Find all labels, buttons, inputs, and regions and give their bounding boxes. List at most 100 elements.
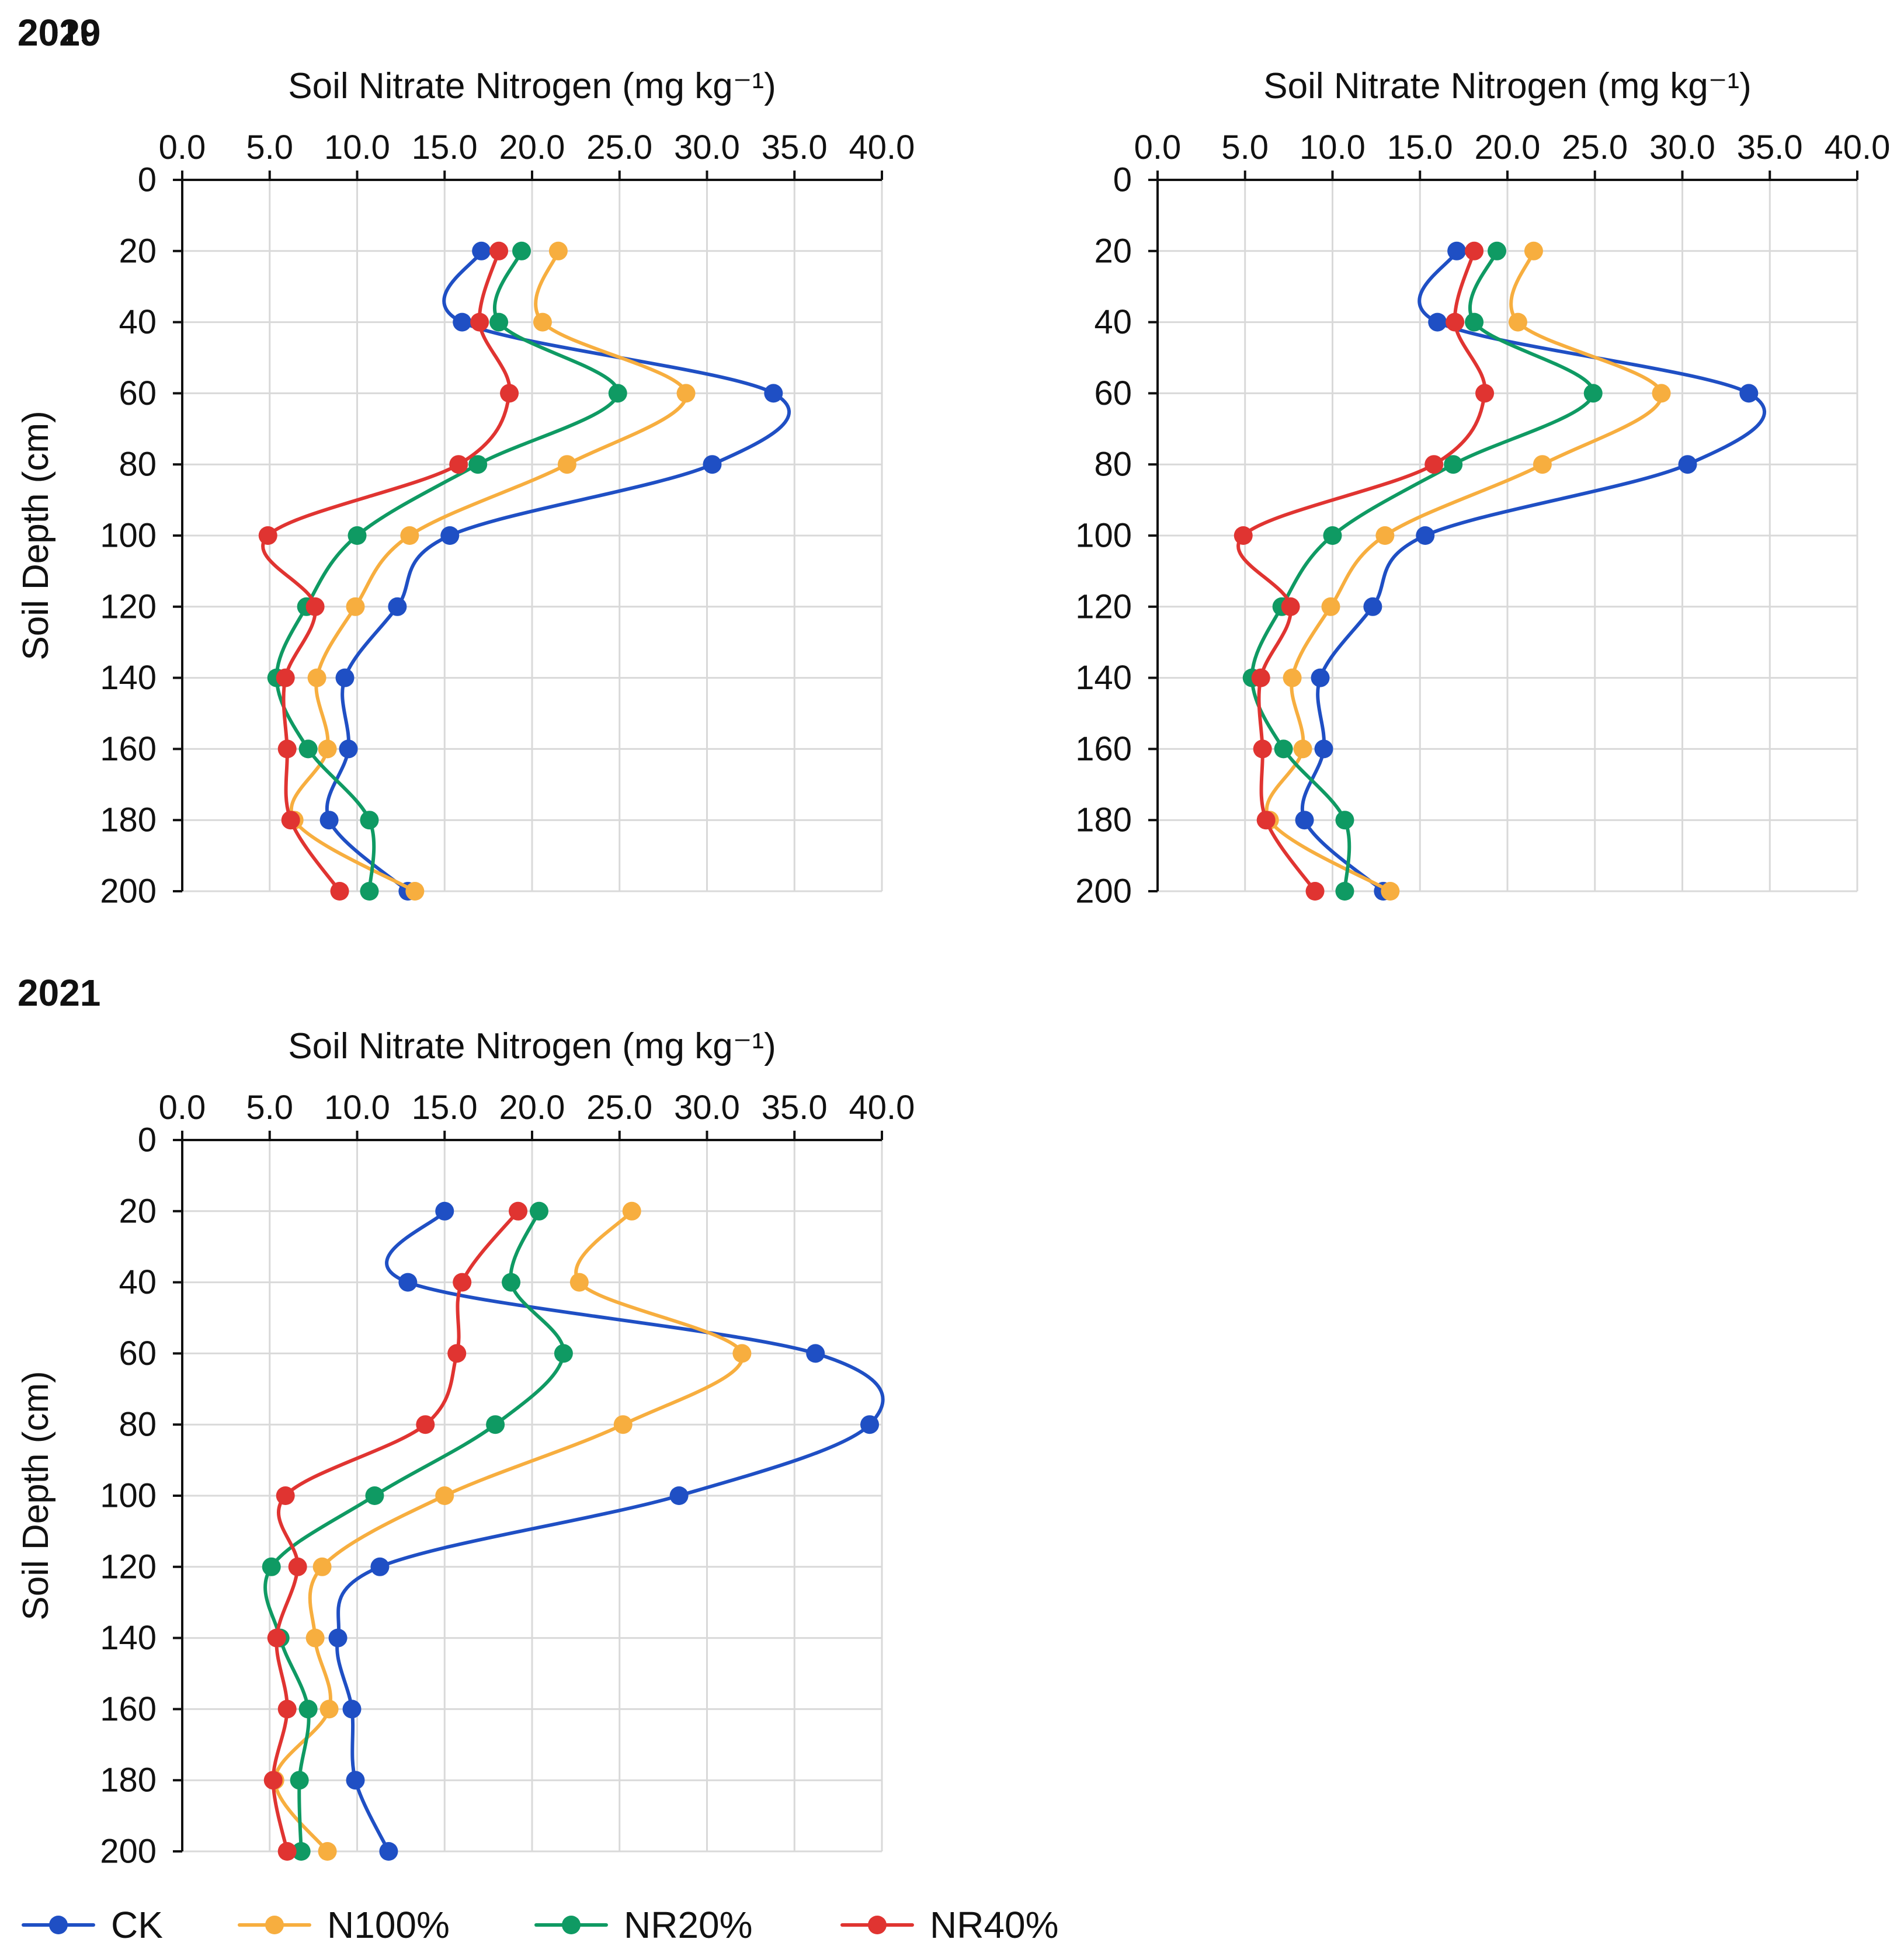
data-point (277, 739, 297, 759)
y-tick-label: 160 (100, 730, 157, 768)
series-N100% (1260, 241, 1671, 901)
data-point (1447, 241, 1467, 260)
y-tick-label: 20 (119, 232, 157, 270)
data-point (1293, 739, 1312, 759)
data-point (398, 1273, 418, 1292)
x-tick-label: 5.0 (246, 128, 293, 166)
y-tick-label: 140 (100, 659, 157, 697)
y-tick-label: 200 (100, 1833, 157, 1871)
data-point (1524, 241, 1543, 260)
panel-title: 2019 (18, 12, 100, 54)
data-point (1256, 811, 1276, 830)
data-point (298, 739, 318, 759)
data-point (1488, 241, 1507, 260)
data-point (1281, 597, 1300, 616)
data-point (339, 739, 358, 759)
series-line (1300, 249, 1766, 893)
y-tick-label: 20 (1094, 232, 1132, 270)
x-tick-label: 40.0 (1825, 128, 1891, 166)
data-point (288, 1557, 307, 1576)
data-point (548, 241, 568, 260)
y-axis-title: Soil Depth (cm) (16, 411, 56, 660)
legend: CK N100% NR20% NR40% (22, 1904, 1059, 1946)
data-point (1335, 882, 1354, 901)
chart-panel-2021: 2021 Soil Nitrate Nitrogen (mg kg⁻¹) Soil … (16, 972, 915, 1871)
data-point (400, 526, 419, 545)
data-point (360, 811, 379, 830)
legend-label: CK (111, 1904, 163, 1946)
x-tick-label: 35.0 (1737, 128, 1803, 166)
data-point (267, 1628, 286, 1648)
data-point (1321, 597, 1340, 616)
data-point (1465, 312, 1484, 332)
data-point (1446, 312, 1465, 332)
y-tick-label: 180 (1075, 801, 1132, 839)
data-point (342, 1700, 362, 1719)
data-point (405, 882, 425, 901)
legend-item-NR20%: NR20% (534, 1904, 753, 1946)
data-point (1305, 882, 1325, 901)
x-tick-label: 0.0 (159, 128, 206, 166)
data-point (489, 312, 509, 332)
data-point (489, 241, 509, 260)
data-point (613, 1415, 633, 1434)
y-tick-label: 160 (100, 1690, 157, 1728)
y-tick-label: 80 (119, 1406, 157, 1444)
data-point (453, 312, 472, 332)
legend-item-CK: CK (22, 1904, 163, 1946)
y-axis-title: Soil Depth (cm) (16, 1371, 56, 1620)
x-tick-label: 30.0 (1649, 128, 1715, 166)
y-tick-label: 60 (119, 1335, 157, 1372)
data-point (348, 526, 367, 545)
data-point (1652, 384, 1671, 403)
y-tick-label: 60 (119, 374, 157, 412)
data-point (1533, 455, 1552, 474)
x-tick-label: 5.0 (1221, 128, 1269, 166)
data-point (486, 1415, 505, 1434)
y-tick-label: 60 (1094, 374, 1132, 412)
x-tick-label: 5.0 (246, 1089, 293, 1127)
x-tick-label: 15.0 (412, 1089, 478, 1127)
data-point (346, 1771, 365, 1790)
data-point (416, 1415, 435, 1434)
data-point (622, 1201, 641, 1221)
data-point (470, 312, 489, 332)
y-tick-label: 80 (119, 446, 157, 484)
data-point (1363, 597, 1382, 616)
y-tick-label: 120 (1075, 588, 1132, 625)
data-point (1465, 241, 1484, 260)
y-tick-label: 160 (1075, 730, 1132, 768)
data-point (669, 1486, 689, 1505)
x-tick-label: 10.0 (1300, 128, 1366, 166)
y-tick-label: 140 (100, 1619, 157, 1657)
x-tick-label: 30.0 (674, 128, 740, 166)
x-tick-label: 40.0 (849, 128, 915, 166)
data-point (1234, 526, 1253, 545)
data-point (569, 1273, 589, 1292)
data-point (806, 1344, 825, 1363)
y-tick-label: 40 (119, 1263, 157, 1301)
y-tick-label: 100 (100, 517, 157, 555)
x-tick-label: 0.0 (1134, 128, 1182, 166)
data-point (1251, 668, 1270, 687)
data-point (468, 455, 488, 474)
data-point (1381, 882, 1400, 901)
y-tick-label: 80 (1094, 446, 1132, 484)
data-point (447, 1344, 467, 1363)
series-line (273, 1209, 745, 1853)
data-point (276, 668, 295, 687)
legend-label: NR40% (930, 1904, 1059, 1946)
data-point (1274, 739, 1293, 759)
x-tick-label: 25.0 (586, 128, 652, 166)
data-point (1739, 384, 1759, 403)
x-tick-label: 20.0 (499, 128, 565, 166)
legend-marker (562, 1916, 581, 1934)
data-point (1283, 668, 1302, 687)
series-CK (1295, 241, 1766, 901)
series-line (261, 249, 512, 893)
data-point (319, 1700, 339, 1719)
x-axis-title: Soil Nitrate Nitrogen (mg kg⁻¹) (288, 1026, 776, 1066)
data-point (502, 1273, 521, 1292)
